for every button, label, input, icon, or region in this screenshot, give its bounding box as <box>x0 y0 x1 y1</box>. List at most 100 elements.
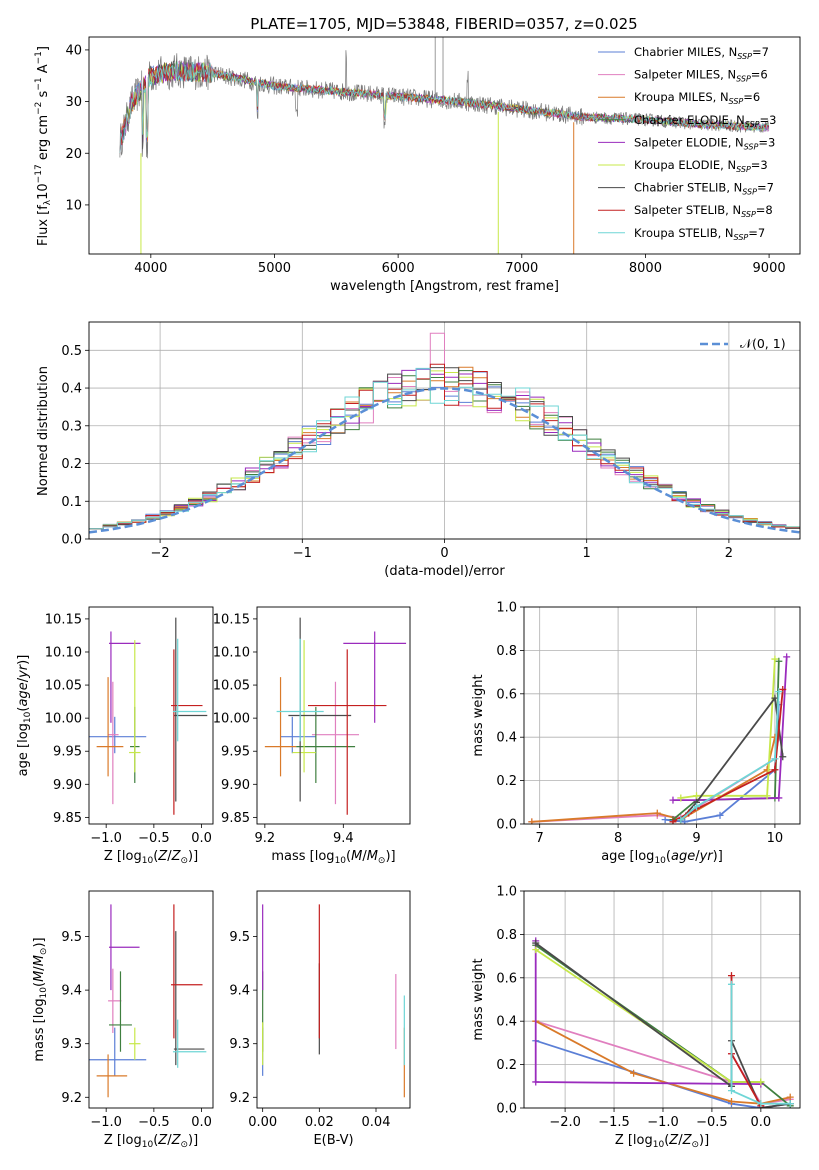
spectrum-xtick-label: 4000 <box>134 261 167 276</box>
spectrum-xtick-label: 5000 <box>258 261 291 276</box>
weight-marker <box>786 1093 794 1101</box>
figure-title: PLATE=1705, MJD=53848, FIBERID=0357, z=0… <box>250 15 637 33</box>
age_vs_Z-xtick-label: −0.5 <box>138 831 170 846</box>
mass_vs_EBV-ytick-label: 9.5 <box>229 930 250 945</box>
residuals-xlabel: (data-model)/error <box>384 564 505 579</box>
residuals-ytick-label: 0.0 <box>61 533 82 548</box>
weight_vs_age-ylabel: mass weight <box>471 674 486 756</box>
spectrum-ytick-label: 20 <box>65 147 82 162</box>
residuals-ytick-label: 0.3 <box>61 419 82 434</box>
legend-label: Chabrier STELIB, NSSP=7 <box>634 181 774 197</box>
mass_vs_Z-xtick-label: 0.0 <box>191 1115 212 1130</box>
age_vs_mass-xtick-label: 9.4 <box>333 831 354 846</box>
mass_vs_Z-xtick-label: −0.5 <box>138 1115 170 1130</box>
mass_vs_EBV-axes: 0.00 0.02 0.04 9.2 9.3 9.4 9.5 E(B-V) <box>229 890 411 1148</box>
residuals-ytick-label: 0.2 <box>61 457 82 472</box>
mass_vs_EBV-xtick-label: 0.02 <box>305 1115 334 1130</box>
weight-marker <box>727 1097 735 1105</box>
weight_vs_Z-xtick-label: −1.5 <box>598 1115 630 1130</box>
mass_vs_EBV-xtick-label: 0.04 <box>362 1115 391 1130</box>
weight_vs_age-ytick-label: 1.0 <box>496 601 517 616</box>
weight_vs_age-ytick-label: 0.8 <box>496 644 517 659</box>
age_vs_Z-xtick-label: 0.0 <box>191 831 212 846</box>
residuals-ytick-label: 0.4 <box>61 382 82 397</box>
weight-line-4 <box>534 940 761 1085</box>
legend-label: Salpeter STELIB, NSSP=8 <box>634 203 773 219</box>
spectrum-xtick-label: 6000 <box>382 261 415 276</box>
weight-marker <box>532 939 540 947</box>
residuals-xtick-label: −1 <box>293 546 312 561</box>
age_vs_mass-frame <box>256 606 411 825</box>
legend-label: Chabrier ELODIE, NSSP=3 <box>634 113 776 129</box>
weight-marker <box>771 655 779 663</box>
weight_vs_Z-plot-area <box>532 937 794 1108</box>
weight_vs_Z-xtick-label: −2.0 <box>549 1115 581 1130</box>
age_vs_Z-ytick-label: 10.15 <box>45 612 82 627</box>
weight_vs_age-axes: 7 8 9 10 0.0 0.2 0.4 0.6 0.8 1.0 age [log10(age/yr… <box>471 601 801 866</box>
weight_vs_age-xtick-label: 7 <box>536 831 544 846</box>
weight-line-2 <box>531 736 776 823</box>
residuals-xtick-label: 2 <box>725 546 733 561</box>
spectrum-ytick-label: 40 <box>65 43 82 58</box>
weight_vs_age-ytick-label: 0.6 <box>496 687 517 702</box>
age_vs_mass-xtick-label: 9.2 <box>255 831 276 846</box>
weight-marker <box>775 688 783 696</box>
age_vs_mass-plot-area <box>264 617 407 815</box>
spectrum-xtick-label: 9000 <box>753 261 786 276</box>
weight-marker <box>771 766 779 774</box>
weight_vs_age-xlabel: age [log10(age/yr)] <box>601 849 723 866</box>
weight-marker <box>775 657 783 665</box>
spectrum-model-8 <box>119 61 770 154</box>
weight-marker <box>757 1078 765 1086</box>
spectrum-xtick-label: 7000 <box>505 261 538 276</box>
age_vs_Z-frame <box>88 606 214 825</box>
mass_vs_Z-xlabel: Z [log10(Z/Z⊙)] <box>104 1133 198 1150</box>
legend-label: Salpeter MILES, NSSP=6 <box>634 68 768 84</box>
age_vs_mass-ytick-label: 9.95 <box>221 745 250 760</box>
spectrum-ytick-label: 10 <box>65 198 82 213</box>
mass_vs_EBV-frame <box>256 890 411 1109</box>
weight-marker <box>786 1100 794 1108</box>
age_vs_Z-plot-area <box>89 617 208 815</box>
age_vs_mass-ytick-label: 10.15 <box>213 612 250 627</box>
age_vs_mass-ytick-label: 9.85 <box>221 811 250 826</box>
age_vs_mass-xlabel: mass [log10(M/M⊙)] <box>271 849 395 866</box>
residual-histogram-8 <box>89 367 800 530</box>
mass_vs_EBV-xtick-label: 0.00 <box>248 1115 277 1130</box>
weight_vs_Z-ytick-label: 0.8 <box>496 928 517 943</box>
weight_vs_Z-grid <box>524 890 800 1109</box>
weight_vs_age-xtick-label: 9 <box>692 831 700 846</box>
mass_vs_Z-xtick-label: −1.0 <box>90 1115 122 1130</box>
age_vs_mass-ytick-label: 10.00 <box>213 712 250 727</box>
weight-line-7 <box>730 975 762 1107</box>
weight-marker <box>783 653 791 661</box>
mass_vs_EBV-ytick-label: 9.4 <box>229 984 250 999</box>
mass_vs_Z-ytick-label: 9.4 <box>61 984 82 999</box>
legend-label: Salpeter ELODIE, NSSP=3 <box>634 135 775 151</box>
weight_vs_Z-xtick-label: −0.5 <box>696 1115 728 1130</box>
age_vs_Z-ytick-label: 10.10 <box>45 645 82 660</box>
mass_vs_Z-plot-area <box>89 904 207 1098</box>
age_vs_mass-ytick-label: 9.90 <box>221 778 250 793</box>
weight-line-5 <box>680 659 776 799</box>
weight-marker <box>630 1069 638 1077</box>
mass_vs_Z-frame <box>88 890 214 1109</box>
age_vs_mass-axes: 9.2 9.4 9.85 9.90 9.95 10.00 10.05 10.10 10.15 ma… <box>213 606 411 866</box>
weight-marker <box>775 794 783 802</box>
weight-marker <box>757 1100 765 1108</box>
residuals-xtick-label: −2 <box>151 546 170 561</box>
legend-label: Kroupa STELIB, NSSP=7 <box>634 226 765 242</box>
weight_vs_age-ytick-label: 0.4 <box>496 731 517 746</box>
weight_vs_Z-ytick-label: 0.4 <box>496 1015 517 1030</box>
weight-marker <box>716 811 724 819</box>
legend-label: Chabrier MILES, NSSP=7 <box>634 45 769 61</box>
weight-marker <box>779 753 787 761</box>
weight-line-8 <box>680 691 780 821</box>
spectrum-axes: 4000 5000 6000 7000 8000 9000 10 20 30 40 Chabrier… <box>34 36 801 294</box>
age_vs_Z-xtick-label: −1.0 <box>90 831 122 846</box>
age_vs_Z-ytick-label: 9.95 <box>53 745 82 760</box>
spectrum-ylabel: Flux [fλ10−17 erg cm−2 s−1 A−1] <box>34 46 53 246</box>
weight-marker <box>653 809 661 817</box>
weight-marker <box>779 685 787 693</box>
residuals-xtick-label: 0 <box>440 546 448 561</box>
